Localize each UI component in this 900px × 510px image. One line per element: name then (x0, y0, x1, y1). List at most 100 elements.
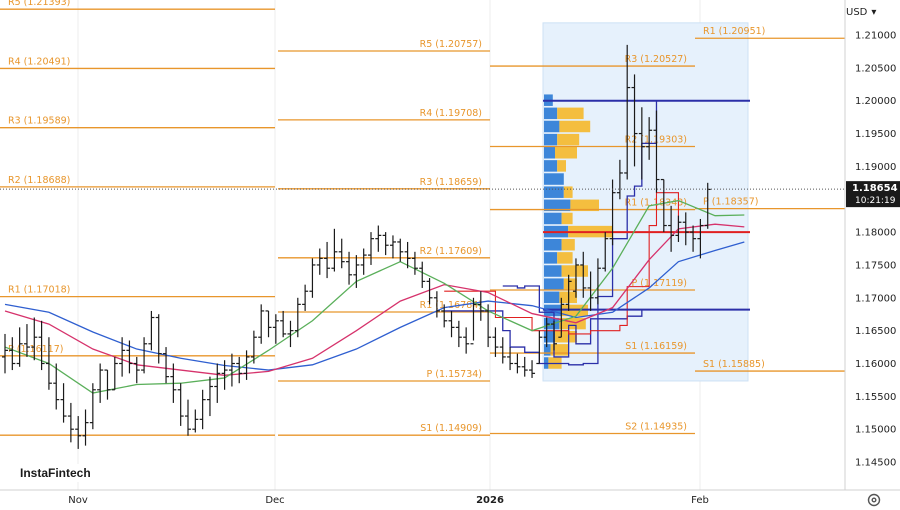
y-tick-label: 1.17000 (855, 293, 896, 304)
ohlc-bar (23, 324, 30, 357)
y-tick-label: 1.20000 (855, 96, 896, 107)
pivot-label: S2 (1.14935) (625, 421, 687, 432)
y-tick-label: 1.15500 (855, 392, 896, 403)
ohlc-bar (353, 255, 360, 288)
profile-bar-blue (544, 238, 562, 251)
ohlc-bar (119, 337, 126, 377)
ohlc-bar (448, 310, 455, 338)
settings-button[interactable] (866, 492, 882, 508)
profile-bar-yellow (561, 212, 573, 225)
profile-bar-blue (544, 147, 555, 159)
ohlc-bar (433, 291, 440, 318)
profile-bar-blue (544, 107, 558, 120)
profile-bar-yellow (550, 344, 569, 356)
ohlc-bar (507, 347, 514, 371)
ohlc-bar (280, 310, 287, 338)
profile-bar-blue (544, 291, 560, 304)
ohlc-bar (551, 320, 557, 351)
ohlc-bar (141, 337, 148, 374)
pivot-label: P (1.18357) (703, 197, 758, 208)
profile-bar-blue (544, 186, 564, 198)
ohlc-bar (697, 218, 704, 259)
ohlc-bar (185, 399, 191, 436)
ohlc-bar (426, 278, 433, 305)
profile-bar-yellow (557, 160, 566, 172)
ohlc-bar (53, 363, 60, 410)
profile-bar-yellow (555, 330, 577, 343)
x-tick-label: Dec (265, 495, 284, 506)
ohlc-bar (243, 350, 250, 380)
ohlc-bar (294, 297, 301, 338)
pivot-label: R1 (1.18343) (625, 198, 687, 209)
ohlc-bar (155, 314, 162, 364)
currency-selector[interactable]: USD ▾ (846, 2, 894, 22)
pivot-label: R4 (1.20491) (8, 56, 70, 67)
ohlc-bar (60, 383, 67, 423)
ohlc-bar (324, 241, 331, 279)
pivot-label: R3 (1.19589) (8, 116, 70, 127)
ohlc-bar (265, 310, 272, 338)
profile-bar-yellow (561, 265, 588, 277)
ohlc-bar (492, 327, 499, 357)
current-price-value: 1.18654 (852, 183, 898, 194)
ohlc-bar (609, 179, 616, 246)
ohlc-bar (514, 353, 521, 374)
pivot-label: R1 (1.16784) (420, 300, 482, 311)
ohlc-bar (104, 369, 111, 400)
ohlc-bar (375, 225, 382, 252)
pivot-label: R1 (1.20951) (703, 26, 765, 37)
y-tick-label: 1.19500 (855, 129, 896, 140)
ohlc-bar (646, 117, 653, 160)
pivot-label: P (1.15734) (427, 369, 482, 380)
ohlc-bar (214, 363, 221, 403)
ohlc-bar (558, 297, 565, 338)
ohlc-bar (572, 258, 579, 298)
pivot-label: R4 (1.19708) (420, 108, 482, 119)
profile-bar-yellow (557, 252, 573, 264)
profile-bar-blue (544, 160, 558, 172)
profile-bar-yellow (559, 317, 586, 330)
ohlc-bar (389, 235, 396, 259)
y-tick-label: 1.16500 (855, 326, 896, 337)
ohlc-bar (499, 337, 506, 364)
ohlc-bar (660, 178, 667, 233)
profile-bar-yellow (561, 238, 575, 251)
profile-bar-yellow (563, 186, 573, 198)
y-tick-label: 1.15000 (855, 425, 896, 436)
pivot-label: R2 (1.17609) (420, 246, 482, 257)
pivot-label: S1 (1.16159) (625, 341, 687, 352)
ohlc-bar (97, 363, 104, 403)
chevron-down-icon: ▾ (871, 6, 877, 18)
pivot-label: R5 (1.21393) (8, 0, 70, 8)
profile-bar-blue (544, 330, 555, 343)
ohlc-bar (477, 291, 484, 321)
y-tick-label: 1.17500 (855, 260, 896, 271)
y-tick-label: 1.14500 (855, 458, 896, 469)
ohlc-bar (638, 107, 645, 180)
ohlc-bar (368, 232, 374, 265)
profile-bar-blue (544, 212, 562, 225)
pivot-label: R2 (1.18688) (8, 175, 70, 186)
y-tick-label: 1.19000 (855, 162, 896, 173)
pivot-label: S1 (1.15885) (703, 359, 765, 370)
ohlc-bar (206, 376, 213, 417)
ohlc-bar (690, 225, 697, 252)
ohlc-bar (397, 238, 404, 262)
profile-bar-blue (544, 265, 562, 277)
ohlc-bar (309, 258, 316, 298)
ohlc-bar (2, 333, 8, 374)
pivot-label: R5 (1.20757) (420, 39, 482, 50)
ohlc-bar (9, 337, 16, 371)
profile-bar-blue (544, 173, 564, 185)
ohlc-bar (111, 356, 118, 391)
ohlc-bar (682, 212, 689, 246)
ohlc-bar (521, 356, 528, 377)
ohlc-bar (228, 353, 235, 387)
ohlc-bar (675, 215, 682, 242)
ohlc-bar (302, 284, 309, 311)
ohlc-bar (258, 304, 265, 344)
ohlc-bar (45, 337, 52, 390)
pivot-label: S1 (1.14909) (420, 423, 482, 434)
